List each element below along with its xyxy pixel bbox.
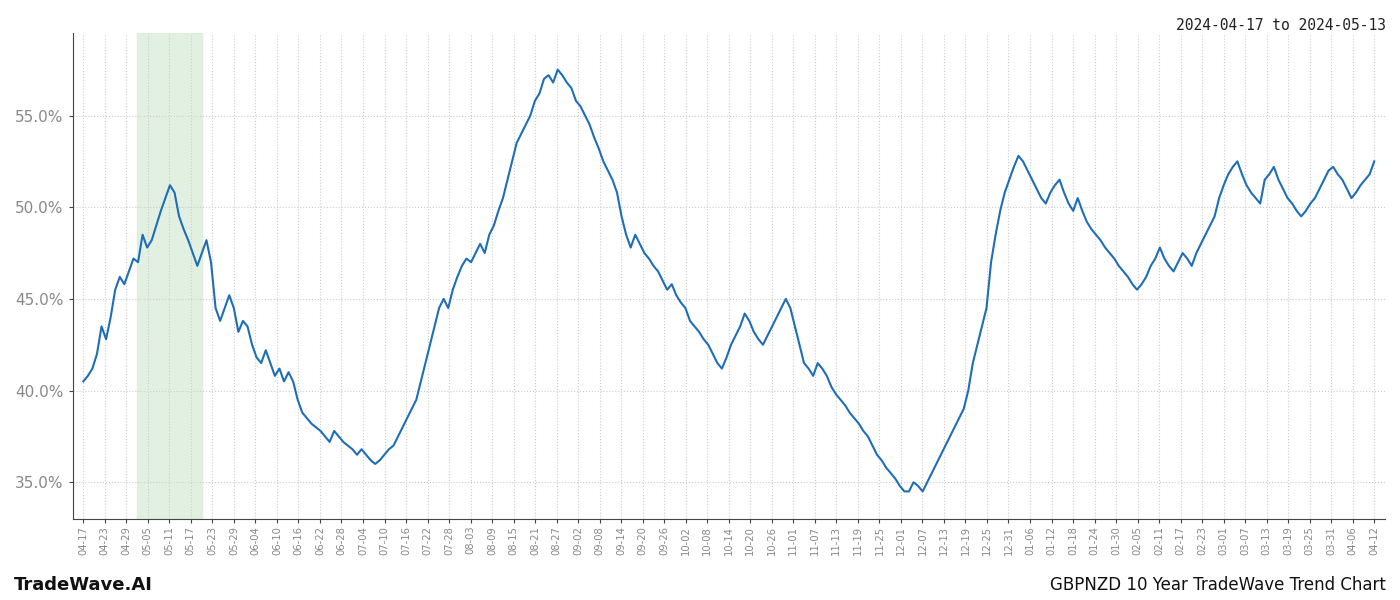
Bar: [137, 33, 202, 519]
Text: 2024-04-17 to 2024-05-13: 2024-04-17 to 2024-05-13: [1176, 18, 1386, 33]
Text: GBPNZD 10 Year TradeWave Trend Chart: GBPNZD 10 Year TradeWave Trend Chart: [1050, 576, 1386, 594]
Text: TradeWave.AI: TradeWave.AI: [14, 576, 153, 594]
